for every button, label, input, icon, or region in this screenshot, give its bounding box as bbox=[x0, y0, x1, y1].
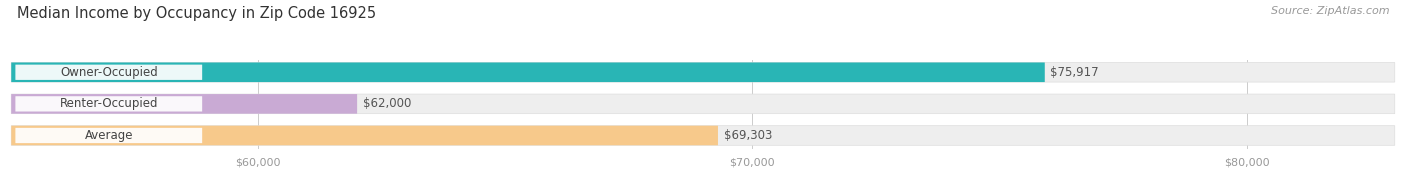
FancyBboxPatch shape bbox=[15, 96, 202, 112]
FancyBboxPatch shape bbox=[11, 126, 1395, 145]
FancyBboxPatch shape bbox=[11, 94, 357, 114]
Text: Owner-Occupied: Owner-Occupied bbox=[60, 66, 157, 79]
FancyBboxPatch shape bbox=[11, 63, 1045, 82]
Text: Average: Average bbox=[84, 129, 134, 142]
Text: $69,303: $69,303 bbox=[724, 129, 772, 142]
FancyBboxPatch shape bbox=[11, 63, 1395, 82]
FancyBboxPatch shape bbox=[11, 94, 1395, 114]
Text: Source: ZipAtlas.com: Source: ZipAtlas.com bbox=[1271, 6, 1389, 16]
FancyBboxPatch shape bbox=[11, 126, 718, 145]
Text: Median Income by Occupancy in Zip Code 16925: Median Income by Occupancy in Zip Code 1… bbox=[17, 6, 375, 21]
Text: $75,917: $75,917 bbox=[1050, 66, 1099, 79]
FancyBboxPatch shape bbox=[15, 128, 202, 143]
Text: Renter-Occupied: Renter-Occupied bbox=[59, 97, 157, 110]
Text: $62,000: $62,000 bbox=[363, 97, 411, 110]
FancyBboxPatch shape bbox=[15, 65, 202, 80]
